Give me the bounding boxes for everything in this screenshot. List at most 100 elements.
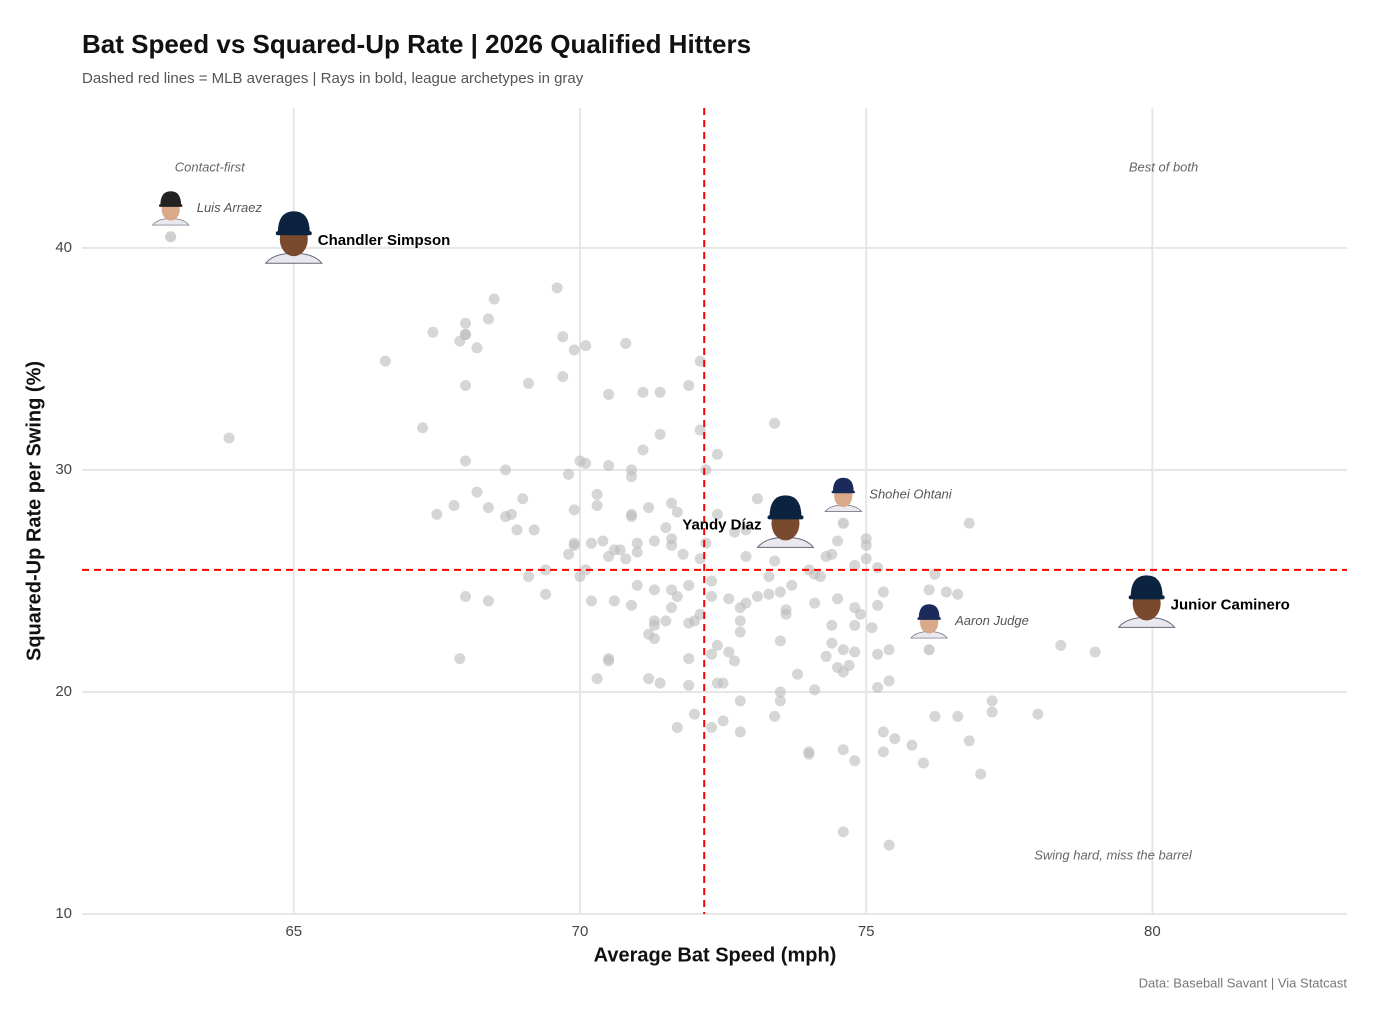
- player-headshot: [264, 211, 323, 264]
- data-point: [500, 511, 512, 523]
- data-point: [952, 710, 964, 722]
- data-point: [597, 535, 609, 547]
- data-point: [837, 744, 849, 756]
- data-point: [803, 748, 815, 760]
- data-point: [791, 668, 803, 680]
- data-point: [706, 721, 718, 733]
- data-point: [417, 422, 429, 434]
- data-point: [734, 726, 746, 738]
- data-point: [671, 721, 683, 733]
- data-point: [711, 448, 723, 460]
- data-point: [540, 588, 552, 600]
- data-point: [774, 586, 786, 598]
- data-point: [563, 548, 575, 560]
- source-note: Data: Baseball Savant | Via Statcast: [1139, 975, 1348, 990]
- data-point: [551, 282, 563, 294]
- data-point: [883, 675, 895, 687]
- data-point: [631, 537, 643, 549]
- data-point: [671, 590, 683, 602]
- data-point: [471, 486, 483, 498]
- data-point: [849, 619, 861, 631]
- data-point: [917, 757, 929, 769]
- data-point: [1089, 646, 1101, 658]
- data-point: [763, 588, 775, 600]
- data-point: [923, 584, 935, 596]
- data-point: [471, 342, 483, 354]
- data-point: [563, 468, 575, 480]
- data-point: [780, 608, 792, 620]
- player-label: Chandler Simpson: [318, 232, 451, 249]
- data-point: [1055, 639, 1067, 651]
- data-point: [975, 768, 987, 780]
- data-point: [837, 826, 849, 838]
- data-point: [854, 608, 866, 620]
- data-point: [683, 679, 695, 691]
- data-point: [832, 535, 844, 547]
- data-point: [648, 584, 660, 596]
- data-point: [620, 337, 632, 349]
- data-point: [849, 559, 861, 571]
- data-point: [849, 755, 861, 767]
- data-point: [511, 524, 523, 536]
- data-point: [860, 533, 872, 545]
- data-point: [740, 551, 752, 563]
- data-point: [591, 499, 603, 511]
- data-point: [460, 380, 472, 392]
- data-point: [460, 590, 472, 602]
- data-point: [626, 471, 638, 483]
- data-point: [826, 619, 838, 631]
- data-point: [648, 619, 660, 631]
- data-point: [540, 564, 552, 576]
- player-label: Junior Caminero: [1171, 596, 1290, 613]
- data-point: [637, 444, 649, 456]
- data-point: [660, 522, 672, 534]
- data-point: [591, 673, 603, 685]
- data-point: [769, 555, 781, 567]
- cap-brim: [275, 231, 312, 236]
- data-point: [448, 499, 460, 511]
- data-point: [223, 432, 235, 444]
- data-point: [877, 586, 889, 598]
- data-point: [626, 599, 638, 611]
- data-point: [631, 579, 643, 591]
- data-point: [877, 746, 889, 758]
- chart-subtitle: Dashed red lines = MLB averages | Rays i…: [82, 70, 584, 87]
- data-point: [740, 597, 752, 609]
- chart-title: Bat Speed vs Squared-Up Rate | 2026 Qual…: [82, 29, 751, 59]
- data-point: [580, 340, 592, 352]
- data-point: [454, 653, 466, 665]
- data-point: [585, 595, 597, 607]
- data-point: [700, 537, 712, 549]
- data-point: [820, 650, 832, 662]
- data-point: [769, 710, 781, 722]
- data-point: [666, 497, 678, 509]
- data-point: [683, 579, 695, 591]
- data-point: [860, 553, 872, 565]
- data-point: [648, 535, 660, 547]
- cap-brim: [831, 490, 855, 494]
- data-point: [482, 595, 494, 607]
- data-point: [774, 635, 786, 647]
- data-point: [694, 424, 706, 436]
- data-point: [614, 544, 626, 556]
- data-point: [769, 417, 781, 429]
- data-point: [522, 571, 534, 583]
- y-axis-title: Squared-Up Rate per Swing (%): [23, 361, 45, 661]
- data-point: [677, 548, 689, 560]
- player-headshot: [824, 477, 863, 512]
- data-point: [683, 653, 695, 665]
- data-point: [872, 562, 884, 574]
- data-point: [740, 524, 752, 536]
- data-point: [814, 571, 826, 583]
- data-point: [700, 464, 712, 476]
- cap: [1130, 575, 1163, 598]
- data-point: [585, 537, 597, 549]
- data-point: [460, 455, 472, 467]
- data-point: [631, 546, 643, 558]
- data-point: [591, 488, 603, 500]
- quadrant-label: Contact-first: [175, 159, 246, 174]
- data-point: [729, 655, 741, 667]
- data-point: [660, 615, 672, 627]
